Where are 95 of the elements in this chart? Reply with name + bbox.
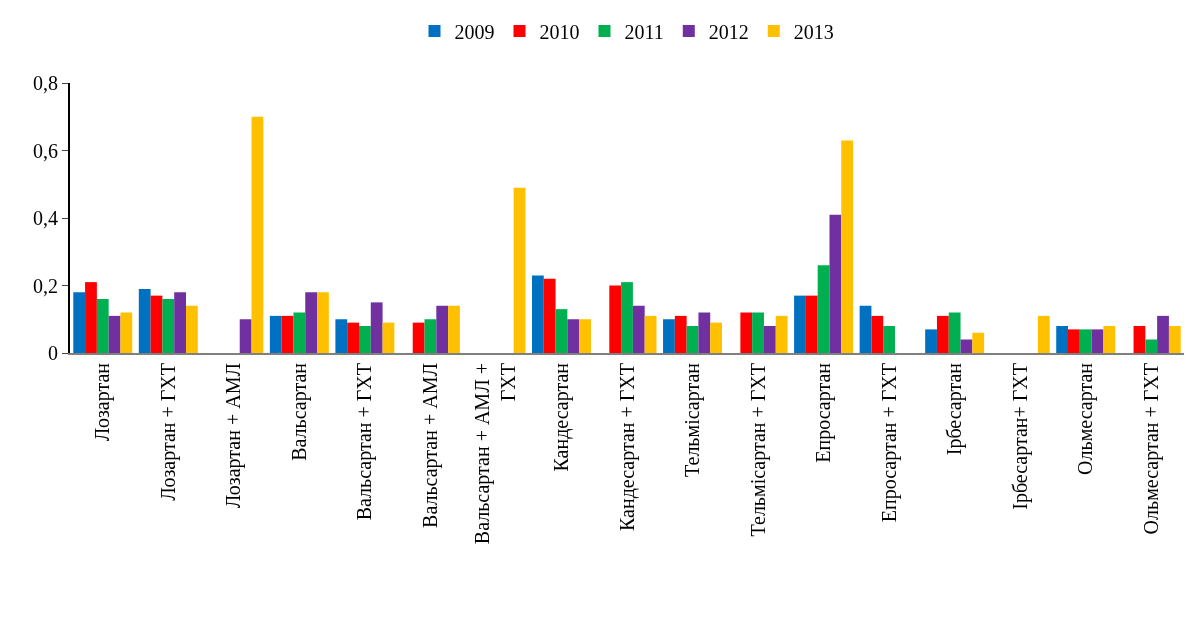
bar — [382, 322, 395, 353]
bar — [513, 187, 526, 353]
bar — [174, 292, 186, 353]
bar — [239, 319, 252, 353]
bar — [120, 312, 133, 353]
bar — [1103, 326, 1116, 353]
x-tick-label: Ольмесартан + ГХТ — [1139, 363, 1163, 535]
x-tick-label: Кандесартан + ГХТ — [615, 363, 639, 532]
bar — [1091, 329, 1104, 353]
y-tick-label: 0,8 — [33, 72, 58, 94]
x-tick-label: Лозартан — [91, 362, 115, 442]
bar — [871, 315, 884, 353]
bar — [710, 322, 723, 353]
y-tick-label: 0,4 — [33, 207, 58, 229]
x-tick-label: Вальсартан + АМЛ + ГХТ — [471, 363, 520, 545]
bar — [775, 315, 788, 353]
bar — [281, 315, 294, 353]
bar — [1145, 339, 1158, 353]
legend-label: 2013 — [793, 20, 834, 43]
bar — [251, 116, 264, 353]
bar — [347, 322, 359, 353]
bar — [108, 315, 121, 353]
bar — [96, 299, 109, 353]
y-tick-label: 0,6 — [33, 139, 58, 162]
bar — [686, 326, 699, 353]
bar — [1079, 329, 1092, 353]
bar — [85, 282, 97, 353]
bar — [317, 292, 329, 353]
x-tick-label: Ірбесартан+ ГХТ — [1008, 363, 1032, 510]
bar — [644, 315, 657, 353]
bar — [925, 329, 937, 353]
bar — [543, 278, 556, 353]
bar — [150, 295, 163, 353]
bar — [763, 326, 776, 353]
x-tick-label: Лозартан + ГХТ — [156, 363, 180, 501]
bar — [632, 305, 645, 353]
bar — [609, 285, 622, 353]
x-tick-label: Ольмесартан — [1074, 362, 1098, 475]
bar — [1056, 326, 1069, 353]
y-tick-label: 0,2 — [33, 274, 58, 297]
bar — [436, 305, 449, 353]
x-tick-label: Епросартан + ГХТ — [877, 363, 901, 523]
x-tick-label: Вальсартан — [287, 362, 311, 461]
bar — [1133, 326, 1146, 353]
bar — [948, 312, 961, 353]
bar — [448, 305, 460, 353]
bar — [555, 309, 568, 353]
bar — [1157, 315, 1169, 353]
bar — [698, 312, 711, 353]
bar — [162, 299, 175, 353]
bar — [335, 319, 348, 353]
bar — [841, 140, 854, 353]
bar — [1168, 326, 1181, 353]
x-tick-label: Епросартан — [812, 362, 836, 463]
bar — [859, 305, 872, 353]
legend-label: 2010 — [539, 20, 580, 43]
bar — [412, 322, 425, 353]
bar — [358, 326, 371, 353]
bar — [1068, 329, 1080, 353]
bar — [817, 265, 830, 353]
bar — [567, 319, 580, 353]
bar — [269, 315, 282, 353]
bar — [73, 292, 86, 353]
legend-label: 2009 — [454, 20, 495, 43]
bar — [883, 326, 896, 353]
x-tick-label: Тельмісартан + ГХТ — [746, 363, 770, 537]
bar — [936, 315, 949, 353]
x-tick-label: Вальсартан + ГХТ — [353, 363, 377, 521]
bar — [752, 312, 764, 353]
bar — [305, 292, 318, 353]
x-tick-label: Тельмісартан — [681, 362, 705, 477]
bar — [960, 339, 973, 353]
bar — [579, 319, 591, 353]
bar — [531, 275, 544, 353]
bar — [424, 319, 437, 353]
bar — [185, 305, 198, 353]
legend-label: 2011 — [624, 20, 664, 43]
bar — [805, 295, 818, 353]
bar — [794, 295, 806, 353]
bar — [740, 312, 753, 353]
x-tick-label: Лозартан + АМЛ — [222, 363, 246, 509]
y-tick-label: 0 — [48, 342, 58, 364]
bar — [829, 214, 842, 353]
legend-label: 2012 — [708, 20, 749, 43]
bar — [663, 319, 675, 353]
bar — [621, 282, 633, 353]
bar — [293, 312, 306, 353]
x-tick-label: Ірбесартан — [943, 362, 967, 456]
bar — [138, 288, 151, 353]
bar — [1037, 315, 1050, 353]
bar — [972, 332, 985, 353]
bar — [674, 315, 687, 353]
x-tick-label: Вальсартан + АМЛ — [418, 363, 442, 528]
x-tick-label: Кандесартан — [549, 362, 573, 472]
bar — [370, 302, 383, 353]
